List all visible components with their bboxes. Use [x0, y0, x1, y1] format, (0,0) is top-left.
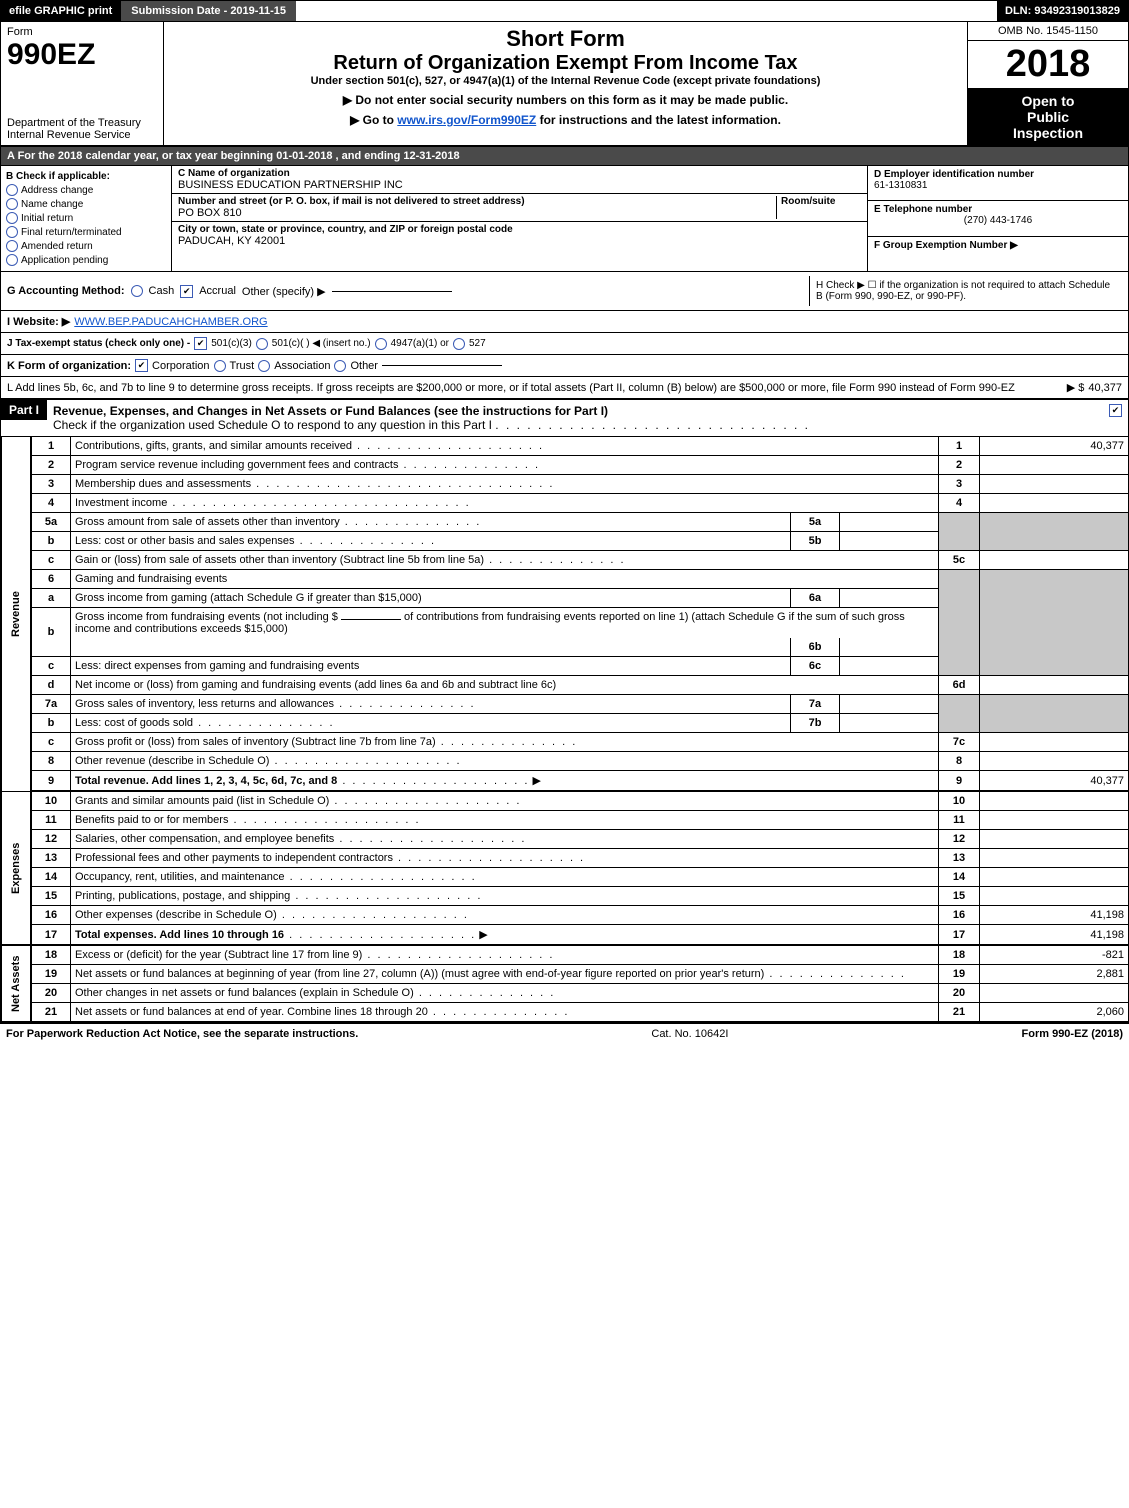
org-name-label: C Name of organization [178, 168, 861, 179]
rad-other-org[interactable] [334, 360, 346, 372]
form-label: Form [7, 26, 157, 38]
section-f: F Group Exemption Number ▶ [868, 237, 1128, 271]
top-bar: efile GRAPHIC print Submission Date - 20… [0, 0, 1129, 22]
omb-number: OMB No. 1545-1150 [968, 22, 1128, 41]
addr-label: Number and street (or P. O. box, if mail… [178, 196, 776, 207]
row-g-h: G Accounting Method: Cash Accrual Other … [1, 272, 1128, 311]
opt-name-change[interactable]: Name change [6, 198, 166, 210]
section-b-title: B Check if applicable: [6, 171, 166, 182]
submission-date: Submission Date - 2019-11-15 [120, 1, 296, 21]
short-form-title: Short Form [168, 26, 963, 52]
telephone: (270) 443-1746 [874, 215, 1122, 226]
section-i: I Website: ▶ WWW.BEP.PADUCAHCHAMBER.ORG [1, 311, 1128, 333]
amt-17: 41,198 [980, 925, 1129, 946]
opt-amended-return[interactable]: Amended return [6, 240, 166, 252]
efile-print[interactable]: efile GRAPHIC print [1, 1, 120, 21]
section-l: L Add lines 5b, 6c, and 7b to line 9 to … [1, 377, 1128, 400]
right-info: D Employer identification number 61-1310… [867, 166, 1128, 271]
rad-501c[interactable] [256, 338, 268, 350]
section-c: C Name of organization BUSINESS EDUCATIO… [172, 166, 867, 271]
amt-16: 41,198 [980, 906, 1129, 925]
part-1-header: Part I Revenue, Expenses, and Changes in… [0, 400, 1129, 437]
section-k: K Form of organization: Corporation Trus… [1, 355, 1128, 377]
rad-trust[interactable] [214, 360, 226, 372]
radio-cash[interactable] [131, 285, 143, 297]
dln: DLN: 93492319013829 [997, 1, 1128, 21]
gross-receipts: 40,377 [1088, 382, 1122, 394]
rad-4947[interactable] [375, 338, 387, 350]
instruction-1: ▶ Do not enter social security numbers o… [168, 93, 963, 107]
form-number: 990EZ [7, 38, 157, 72]
section-g-label: G Accounting Method: [7, 285, 125, 297]
cat-number: Cat. No. 10642I [651, 1028, 728, 1040]
section-h: H Check ▶ ☐ if the organization is not r… [809, 276, 1122, 306]
section-b: B Check if applicable: Address change Na… [1, 166, 172, 271]
section-e: E Telephone number (270) 443-1746 [868, 201, 1128, 236]
info-block: B Check if applicable: Address change Na… [0, 166, 1129, 272]
street-address: PO BOX 810 [178, 207, 776, 219]
opt-application-pending[interactable]: Application pending [6, 254, 166, 266]
section-j: J Tax-exempt status (check only one) - 5… [1, 333, 1128, 355]
form-header: Form 990EZ Department of the Treasury In… [0, 22, 1129, 147]
chk-501c3[interactable] [194, 337, 207, 350]
room-suite: Room/suite [776, 196, 861, 219]
chk-corporation[interactable] [135, 359, 148, 372]
org-name: BUSINESS EDUCATION PARTNERSHIP INC [178, 179, 861, 191]
ein: 61-1310831 [874, 180, 927, 191]
rad-association[interactable] [258, 360, 270, 372]
side-revenue: Revenue [1, 437, 31, 791]
chk-schedule-o[interactable] [1109, 404, 1122, 417]
city-state-zip: PADUCAH, KY 42001 [178, 235, 861, 247]
tax-period: A For the 2018 calendar year, or tax yea… [0, 147, 1129, 166]
opt-initial-return[interactable]: Initial return [6, 212, 166, 224]
side-net-assets: Net Assets [1, 945, 31, 1022]
return-title: Return of Organization Exempt From Incom… [168, 52, 963, 75]
amt-9: 40,377 [980, 771, 1129, 792]
part-1-table: Revenue 1 Contributions, gifts, grants, … [0, 437, 1129, 1023]
department: Department of the Treasury Internal Reve… [7, 117, 157, 141]
opt-address-change[interactable]: Address change [6, 184, 166, 196]
instruction-2: ▶ Go to www.irs.gov/Form990EZ for instru… [168, 113, 963, 127]
opt-final-return[interactable]: Final return/terminated [6, 226, 166, 238]
checkbox-accrual[interactable] [180, 285, 193, 298]
subtitle: Under section 501(c), 527, or 4947(a)(1)… [168, 75, 963, 87]
side-expenses: Expenses [1, 791, 31, 945]
amt-18: -821 [980, 945, 1129, 965]
city-label: City or town, state or province, country… [178, 224, 861, 235]
amt-19: 2,881 [980, 965, 1129, 984]
tax-year: 2018 [968, 41, 1128, 89]
section-d: D Employer identification number 61-1310… [868, 166, 1128, 201]
amt-21: 2,060 [980, 1003, 1129, 1023]
part-1-label: Part I [1, 400, 47, 420]
rad-527[interactable] [453, 338, 465, 350]
open-public: Open to Public Inspection [968, 89, 1128, 145]
form-ref: Form 990-EZ (2018) [1022, 1028, 1123, 1040]
amt-1: 40,377 [980, 437, 1129, 456]
footer: For Paperwork Reduction Act Notice, see … [0, 1023, 1129, 1044]
irs-link[interactable]: www.irs.gov/Form990EZ [397, 113, 536, 127]
paperwork-notice: For Paperwork Reduction Act Notice, see … [6, 1028, 358, 1040]
website-link[interactable]: WWW.BEP.PADUCAHCHAMBER.ORG [74, 316, 267, 328]
